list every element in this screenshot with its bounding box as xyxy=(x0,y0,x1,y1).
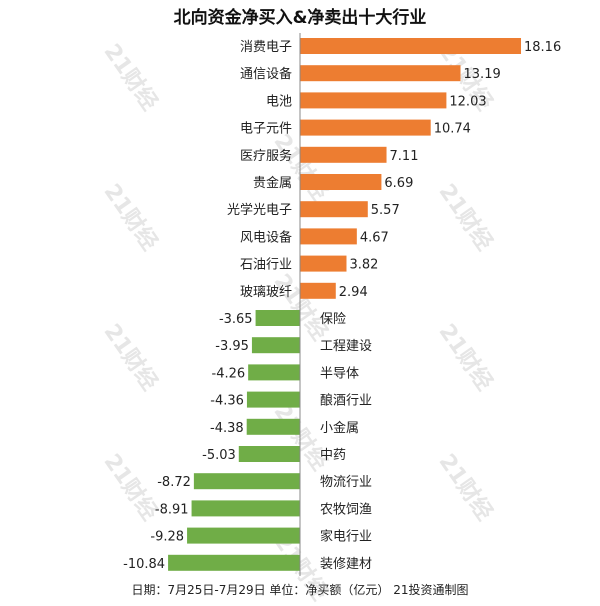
data-label: -9.28 xyxy=(150,530,184,545)
data-label: -8.91 xyxy=(155,502,189,517)
data-label: 3.82 xyxy=(349,258,378,273)
bar-农牧饲渔 xyxy=(191,500,300,517)
category-label: 玻璃玻纤 xyxy=(240,285,292,300)
category-label: 中药 xyxy=(320,448,346,463)
data-label: -4.38 xyxy=(210,421,244,436)
data-label: 7.11 xyxy=(390,149,419,164)
category-label: 贵金属 xyxy=(253,175,292,191)
category-label: 风电设备 xyxy=(240,229,292,245)
data-label: 10.74 xyxy=(434,122,471,137)
bar-小金属 xyxy=(246,418,300,435)
bar-光学光电子 xyxy=(300,201,368,218)
category-label: 石油行业 xyxy=(240,258,292,273)
bar-中药 xyxy=(238,446,300,462)
bar-贵金属 xyxy=(300,174,382,190)
category-label: 物流行业 xyxy=(320,475,372,490)
data-label: -4.36 xyxy=(210,394,244,409)
bar-石油行业 xyxy=(300,255,347,272)
data-label: 12.03 xyxy=(449,94,486,109)
category-label: 电子元件 xyxy=(240,122,292,137)
bar-家电行业 xyxy=(187,527,300,544)
data-label: 5.57 xyxy=(371,203,400,218)
data-label: -4.26 xyxy=(212,366,246,381)
category-label: 消费电子 xyxy=(240,40,292,55)
chart-footer: 日期：7月25日-7月29日 单位：净买额（亿元） 21投资通制图 xyxy=(131,583,469,597)
bar-通信设备 xyxy=(300,65,461,82)
data-label: 6.69 xyxy=(384,176,413,191)
bar-物流行业 xyxy=(193,473,300,490)
data-label: 13.19 xyxy=(464,67,501,82)
category-label: 小金属 xyxy=(320,420,359,436)
category-label: 工程建设 xyxy=(320,339,372,354)
bar-电子元件 xyxy=(300,119,431,136)
category-label: 酿酒行业 xyxy=(320,393,372,409)
data-label: -3.65 xyxy=(219,312,253,327)
data-label: 4.67 xyxy=(360,230,389,245)
bar-保险 xyxy=(255,310,300,326)
category-label: 保险 xyxy=(320,312,346,327)
bar-医疗服务 xyxy=(300,146,387,163)
data-label: -5.03 xyxy=(202,448,236,463)
bar-电池 xyxy=(300,92,447,109)
category-label: 装修建材 xyxy=(320,557,372,572)
category-label: 电池 xyxy=(266,94,292,109)
category-label: 半导体 xyxy=(320,366,359,381)
category-label: 医疗服务 xyxy=(240,148,292,164)
category-label: 家电行业 xyxy=(320,529,372,545)
data-label: -3.95 xyxy=(215,339,249,354)
bar-玻璃玻纤 xyxy=(300,282,336,299)
bar-消费电子 xyxy=(300,38,522,54)
chart-title: 北向资金净买入&净卖出十大行业 xyxy=(173,8,427,28)
bar-风电设备 xyxy=(300,228,357,245)
category-label: 光学光电子 xyxy=(227,202,292,218)
data-label: 2.94 xyxy=(339,285,368,300)
data-label: 18.16 xyxy=(524,40,561,55)
bar-工程建设 xyxy=(251,337,300,354)
bar-酿酒行业 xyxy=(246,391,300,408)
bar-半导体 xyxy=(248,364,300,381)
category-label: 通信设备 xyxy=(240,66,292,82)
data-label: -8.72 xyxy=(157,475,191,490)
bar-装修建材 xyxy=(168,554,300,571)
category-label: 农牧饲渔 xyxy=(320,502,372,517)
data-label: -10.84 xyxy=(123,557,165,572)
